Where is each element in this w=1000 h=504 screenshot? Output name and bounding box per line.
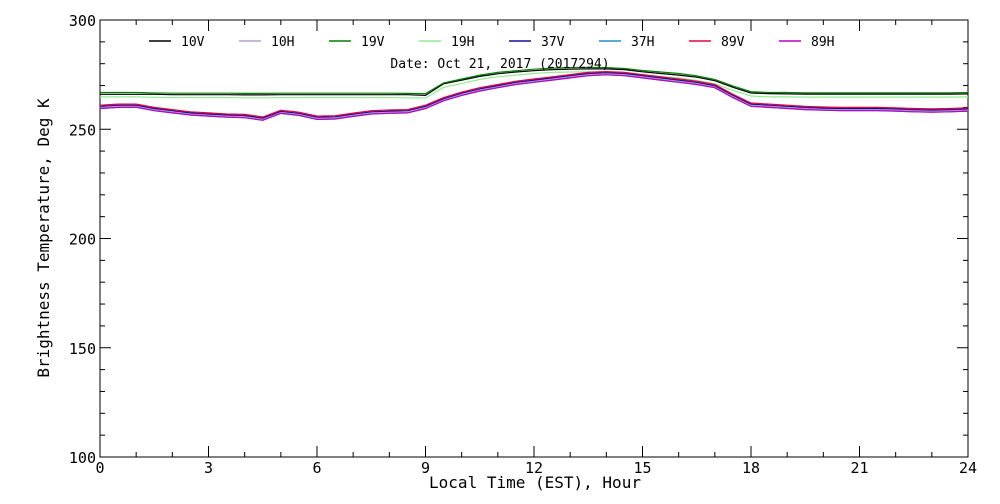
x-tick-label: 12 xyxy=(525,459,543,477)
y-tick-label: 100 xyxy=(69,449,96,467)
series-layer xyxy=(99,66,969,121)
plot-frame xyxy=(99,19,969,458)
x-axis-label: Local Time (EST), Hour xyxy=(429,473,641,492)
series-line-89h xyxy=(99,74,969,121)
series-line-10h xyxy=(99,73,969,120)
chart-title: Date: Oct 21, 2017 (2017294) xyxy=(390,57,609,72)
x-tick-label: 0 xyxy=(95,459,104,477)
legend-label-19h: 19H xyxy=(451,35,474,50)
axes: 0 3 6 9 12 15 18 21 24 100 150 200 250 300 xyxy=(69,12,977,477)
legend-label-37v: 37V xyxy=(541,35,565,50)
x-tick-label: 9 xyxy=(421,459,430,477)
series-line-10v xyxy=(100,68,969,97)
legend-label-89h: 89H xyxy=(811,35,834,50)
y-tick-label: 150 xyxy=(69,340,96,358)
x-tick-label: 18 xyxy=(742,459,760,477)
y-tick-label: 200 xyxy=(69,231,96,249)
x-tick-label: 6 xyxy=(312,459,321,477)
legend: 10V 10H 19V 19H 37V 37H 89V 89H xyxy=(149,35,834,50)
x-tick-label: 3 xyxy=(204,459,213,477)
y-tick-label: 300 xyxy=(69,12,96,30)
legend-label-19v: 19V xyxy=(361,35,385,50)
x-tick-label: 15 xyxy=(633,459,651,477)
y-tick-label: 250 xyxy=(69,121,96,139)
series-line-89v xyxy=(99,70,969,118)
series-line-37v xyxy=(99,72,969,119)
legend-label-89v: 89V xyxy=(721,35,745,50)
legend-label-37h: 37H xyxy=(631,35,654,50)
series-line-19h xyxy=(100,71,969,99)
y-axis-label: Brightness Temperature, Deg K xyxy=(34,98,53,378)
series-line-19v xyxy=(100,66,969,95)
x-tick-label: 24 xyxy=(959,459,977,477)
legend-label-10h: 10H xyxy=(271,35,294,50)
x-tick-label: 21 xyxy=(850,459,868,477)
legend-label-10v: 10V xyxy=(181,35,205,50)
